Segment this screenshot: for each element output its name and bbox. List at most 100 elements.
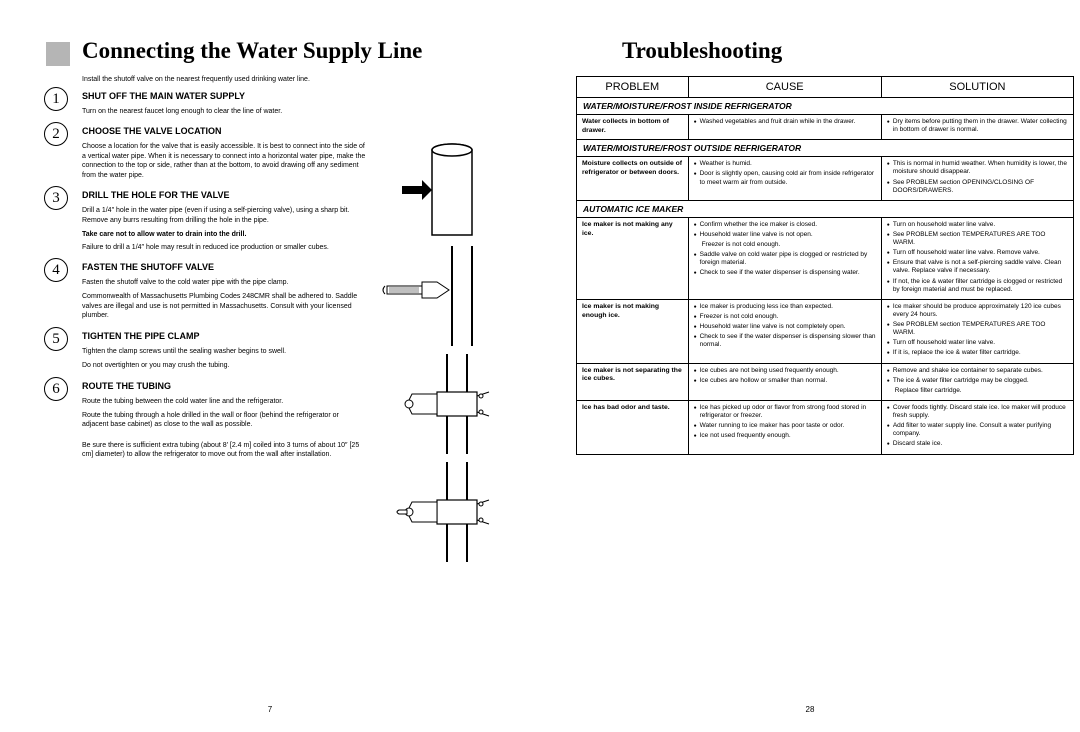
bullet-line: Turn on household water line valve. <box>887 221 1068 229</box>
bullet-line: Weather is humid. <box>694 160 876 168</box>
bullet-line: Check to see if the water dispenser is d… <box>694 269 876 277</box>
bullet-line: The ice & water filter cartridge may be … <box>887 377 1068 385</box>
bullet-line: Ice maker should be produce approximatel… <box>887 303 1068 319</box>
illustration-valve <box>372 354 502 454</box>
step: 5 TIGHTEN THE PIPE CLAMPTighten the clam… <box>36 331 366 371</box>
table-header: PROBLEM CAUSE SOLUTION <box>577 77 1073 98</box>
problem-cell: Water collects in bottom of drawer. <box>577 115 689 139</box>
bullet-line: Saddle valve on cold water pipe is clogg… <box>694 251 876 267</box>
step: 1 SHUT OFF THE MAIN WATER SUPPLYTurn on … <box>36 91 366 116</box>
bullet-line: Ice cubes are hollow or smaller than nor… <box>694 377 876 385</box>
step-title: ROUTE THE TUBING <box>82 381 366 391</box>
header-cause: CAUSE <box>689 77 882 97</box>
step-number: 6 <box>44 377 68 401</box>
solution-cell: Dry items before putting them in the dra… <box>882 115 1073 139</box>
bullet-line: Discard stale ice. <box>887 440 1068 448</box>
step-title: CHOOSE THE VALVE LOCATION <box>82 126 366 136</box>
bullet-line: Door is slightly open, causing cold air … <box>694 170 876 186</box>
step-number: 3 <box>44 186 68 210</box>
bullet-line: Water running to ice maker has poor tast… <box>694 422 876 430</box>
header-solution: SOLUTION <box>882 77 1073 97</box>
bullet-line: If not, the ice & water filter cartridge… <box>887 278 1068 294</box>
step-body: Commonwealth of Massachusetts Plumbing C… <box>82 292 366 320</box>
table-row: Ice maker is not separating the ice cube… <box>577 364 1073 401</box>
steps-column: 1 SHUT OFF THE MAIN WATER SUPPLYTurn on … <box>36 91 366 460</box>
bullet-line: Washed vegetables and fruit drain while … <box>694 118 876 126</box>
illustration-clamp <box>372 462 502 562</box>
bullet-line: See PROBLEM section TEMPERATURES ARE TOO… <box>887 231 1068 247</box>
solution-cell: Cover foods tightly. Discard stale ice. … <box>882 401 1073 454</box>
header-problem: PROBLEM <box>577 77 689 97</box>
problem-cell: Moisture collects on outside of refriger… <box>577 157 689 200</box>
step-body: Route the tubing between the cold water … <box>82 397 366 406</box>
step-note-bold: Take care not to allow water to drain in… <box>82 230 366 239</box>
step-body: Be sure there is sufficient extra tubing… <box>82 441 366 460</box>
table-row: Water collects in bottom of drawer. Wash… <box>577 115 1073 140</box>
bullet-line: Ice has picked up odor or flavor from st… <box>694 404 876 420</box>
step-number: 4 <box>44 258 68 282</box>
step-number: 5 <box>44 327 68 351</box>
step: 2 CHOOSE THE VALVE LOCATIONChoose a loca… <box>36 126 366 180</box>
step: 4 FASTEN THE SHUTOFF VALVEFasten the shu… <box>36 262 366 321</box>
right-title: Troubleshooting <box>622 38 1052 64</box>
text-line: Freezer is not cold enough. <box>694 241 876 249</box>
step-body: Fasten the shutoff valve to the cold wat… <box>82 278 366 287</box>
bullet-line: Ice not used frequently enough. <box>694 432 876 440</box>
solution-cell: Turn on household water line valve. See P… <box>882 218 1073 299</box>
bullet-line: Ice cubes are not being used frequently … <box>694 367 876 375</box>
step-body: Choose a location for the valve that is … <box>82 142 366 180</box>
step-title: FASTEN THE SHUTOFF VALVE <box>82 262 366 272</box>
bullet-line: See PROBLEM section TEMPERATURES ARE TOO… <box>887 321 1068 337</box>
cause-cell: Ice has picked up odor or flavor from st… <box>689 401 882 454</box>
bullet-line: Add filter to water supply line. Consult… <box>887 422 1068 438</box>
page-number-right: 28 <box>806 705 815 714</box>
cause-cell: Confirm whether the ice maker is closed.… <box>689 218 882 299</box>
step-number: 2 <box>44 122 68 146</box>
bullet-line: Freezer is not cold enough. <box>694 313 876 321</box>
step-title: TIGHTEN THE PIPE CLAMP <box>82 331 366 341</box>
bullet-line: See PROBLEM section OPENING/CLOSING OF D… <box>887 179 1068 195</box>
illustration-pipe <box>372 138 502 238</box>
bullet-line: Turn off household water line valve. <box>887 339 1068 347</box>
step-body: Do not overtighten or you may crush the … <box>82 361 366 370</box>
solution-cell: Remove and shake ice container to separa… <box>882 364 1073 400</box>
page-number-left: 7 <box>268 705 272 714</box>
problem-cell: Ice has bad odor and taste. <box>577 401 689 454</box>
left-page: Connecting the Water Supply Line Install… <box>0 0 540 732</box>
solution-cell: This is normal in humid weather. When hu… <box>882 157 1073 200</box>
bullet-line: Cover foods tightly. Discard stale ice. … <box>887 404 1068 420</box>
table-row: Moisture collects on outside of refriger… <box>577 157 1073 201</box>
bullet-line: Household water line valve is not open. <box>694 231 876 239</box>
bullet-line: Remove and shake ice container to separa… <box>887 367 1068 375</box>
right-page: Troubleshooting PROBLEM CAUSE SOLUTION W… <box>540 0 1080 732</box>
bullet-line: Check to see if the water dispenser is d… <box>694 333 876 349</box>
illustrations-column <box>372 138 502 570</box>
bullet-line: Ensure that valve is not a self-piercing… <box>887 259 1068 275</box>
table-row: Ice maker is not making enough ice. Ice … <box>577 300 1073 364</box>
bullet-line: Household water line valve is not comple… <box>694 323 876 331</box>
text-line: Replace filter cartridge. <box>887 387 1068 395</box>
table-row: Ice maker is not making any ice. Confirm… <box>577 218 1073 300</box>
problem-cell: Ice maker is not making any ice. <box>577 218 689 299</box>
table-row: Ice has bad odor and taste. Ice has pick… <box>577 401 1073 454</box>
section-label: AUTOMATIC ICE MAKER <box>577 201 1073 218</box>
bullet-line: If it is, replace the ice & water filter… <box>887 349 1068 357</box>
step-body: Tighten the clamp screws until the seali… <box>82 347 366 356</box>
step-body: Turn on the nearest faucet long enough t… <box>82 107 366 116</box>
cause-cell: Ice maker is producing less ice than exp… <box>689 300 882 363</box>
step-body: Route the tubing through a hole drilled … <box>82 411 366 430</box>
bullet-line: Ice maker is producing less ice than exp… <box>694 303 876 311</box>
cause-cell: Washed vegetables and fruit drain while … <box>689 115 882 139</box>
bullet-line: Dry items before putting them in the dra… <box>887 118 1068 134</box>
bullet-line: Turn off household water line valve. Rem… <box>887 249 1068 257</box>
cause-cell: Ice cubes are not being used frequently … <box>689 364 882 400</box>
solution-cell: Ice maker should be produce approximatel… <box>882 300 1073 363</box>
accent-square <box>46 42 70 66</box>
intro-text: Install the shutoff valve on the nearest… <box>82 76 512 83</box>
step-title: DRILL THE HOLE FOR THE VALVE <box>82 190 366 200</box>
left-title: Connecting the Water Supply Line <box>82 38 512 64</box>
step-body: Failure to drill a 1/4″ hole may result … <box>82 243 366 252</box>
problem-cell: Ice maker is not separating the ice cube… <box>577 364 689 400</box>
step: 6 ROUTE THE TUBINGRoute the tubing betwe… <box>36 381 366 460</box>
illustration-drill <box>372 246 502 346</box>
